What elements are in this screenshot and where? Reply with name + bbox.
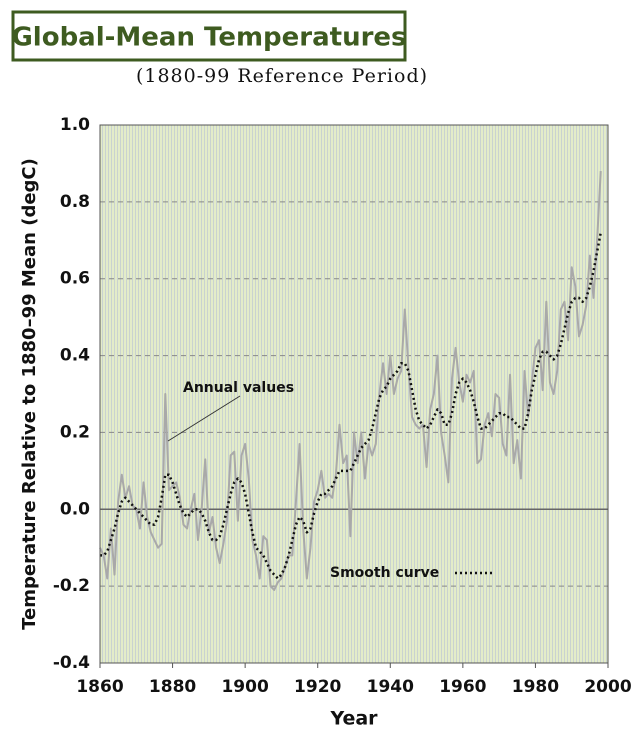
plot-area [100,125,608,663]
chart-subtitle: (1880-99 Reference Period) [136,65,428,87]
annotation: Annual values [183,380,294,396]
x-tick-label: 1920 [294,677,341,697]
y-tick-label: -0.2 [53,576,90,596]
annotation-leader [167,395,241,442]
series-line [99,171,602,591]
y-tick-label: 1.0 [60,115,90,135]
x-tick-label: 1880 [149,677,196,697]
x-axis-label: Year [329,708,378,730]
legend-label: Smooth curve [330,565,439,581]
y-tick-label: 0.2 [60,422,90,442]
y-tick-label: 0.6 [60,269,90,289]
x-tick-label: 1980 [512,677,559,697]
x-tick-label: 1940 [367,677,414,697]
plot-border [99,124,609,664]
x-tick-label: 1900 [221,677,268,697]
y-tick-label: 0.4 [60,346,90,366]
x-tick-label: 1860 [76,677,123,697]
x-tick-label: 2000 [584,677,631,697]
title-box [11,10,407,62]
y-tick-label: 0.8 [60,192,90,212]
x-tick-label: 1960 [439,677,486,697]
y-tick-label: 0.0 [60,499,90,519]
y-axis-label: Temperature Relative to 1880–99 Mean (de… [19,158,40,630]
y-tick-label: -0.4 [53,653,90,673]
chart-title: Global-Mean Temperatures [11,23,406,53]
